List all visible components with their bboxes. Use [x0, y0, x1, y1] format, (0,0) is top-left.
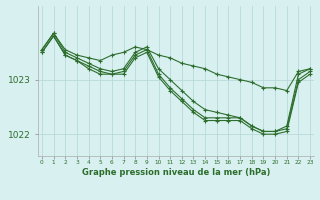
X-axis label: Graphe pression niveau de la mer (hPa): Graphe pression niveau de la mer (hPa)	[82, 168, 270, 177]
